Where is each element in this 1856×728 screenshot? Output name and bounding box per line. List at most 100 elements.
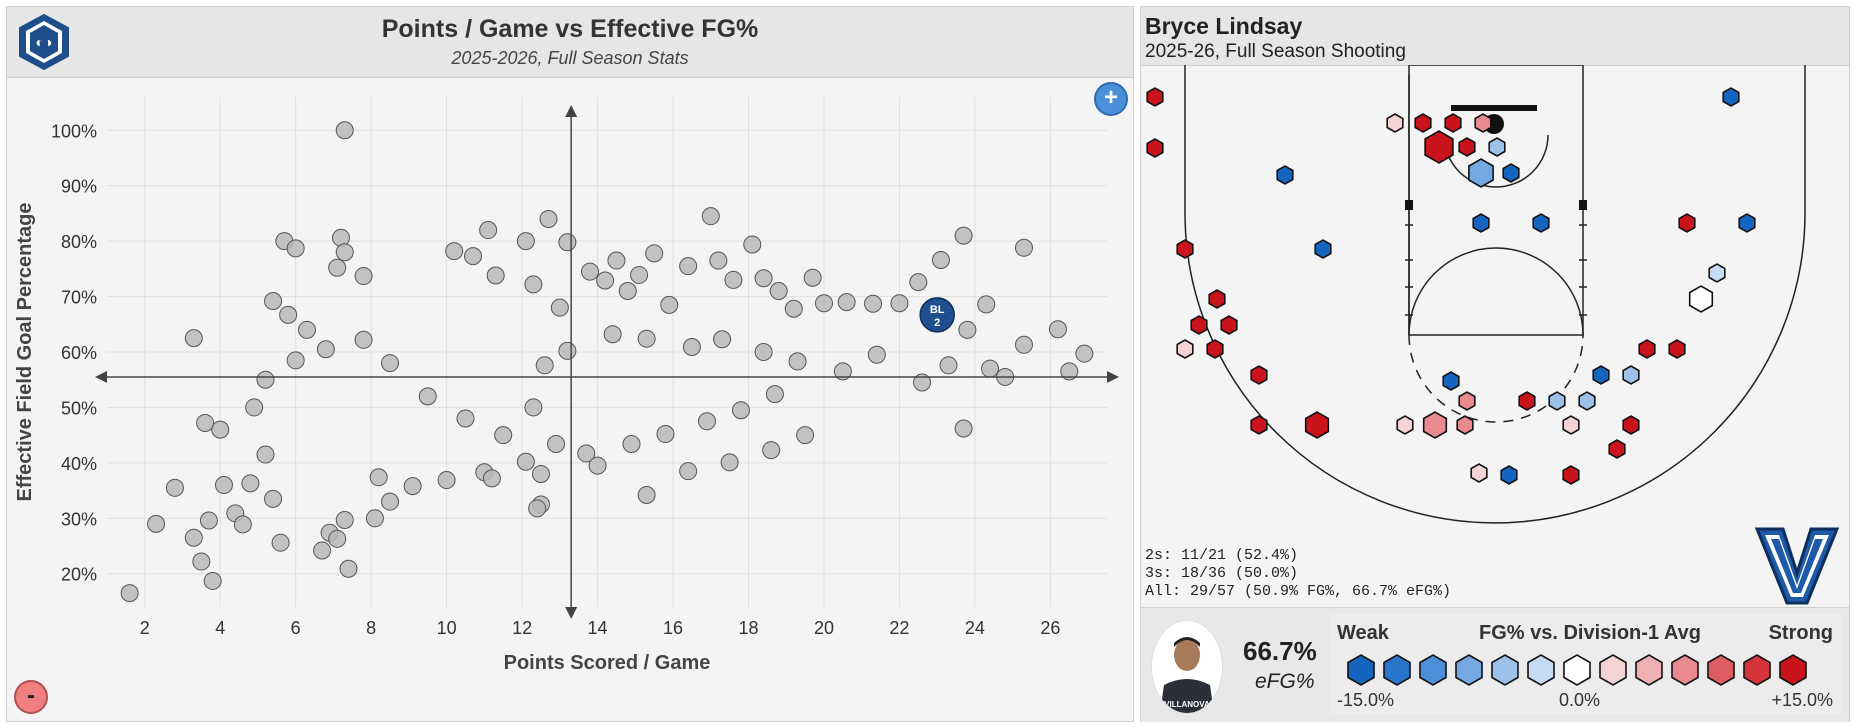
x-tick-label: 12	[512, 618, 532, 638]
scale-hex	[1383, 654, 1411, 686]
data-point	[482, 469, 501, 488]
data-point	[1048, 320, 1067, 339]
data-point	[335, 121, 354, 140]
data-point	[656, 425, 675, 444]
data-point	[784, 299, 803, 318]
data-point	[147, 514, 166, 533]
data-point	[577, 444, 596, 463]
scale-hex	[1707, 654, 1735, 686]
scale-hex	[1671, 654, 1699, 686]
data-point	[981, 359, 1000, 378]
data-point	[630, 265, 649, 284]
data-point	[679, 257, 698, 276]
shot-hex	[1208, 289, 1226, 309]
data-point	[713, 330, 732, 349]
data-point	[365, 509, 384, 528]
team-logo-icon	[1755, 527, 1839, 605]
data-point	[211, 420, 230, 439]
shot-hex	[1608, 439, 1626, 459]
data-point	[754, 343, 773, 361]
scale-hex	[1491, 654, 1519, 686]
x-tick-label: 4	[215, 618, 225, 638]
legend-section: VILLANOVA 66.7% eFG% Weak FG% vs. Divisi…	[1141, 607, 1849, 722]
data-point	[464, 247, 483, 266]
data-point	[867, 345, 886, 364]
data-point	[954, 226, 973, 245]
data-point	[264, 489, 283, 508]
data-point	[803, 268, 822, 287]
data-point	[418, 387, 437, 406]
data-point	[645, 244, 664, 263]
y-tick-label: 100%	[51, 121, 97, 141]
data-point	[607, 251, 626, 270]
data-point	[588, 456, 607, 475]
shot-hex	[1206, 339, 1224, 359]
block-mark	[1579, 200, 1587, 210]
data-point	[245, 398, 264, 417]
scale-hex	[1347, 654, 1375, 686]
x-tick-label: 20	[814, 618, 834, 638]
data-point	[479, 221, 498, 240]
shot-chart-subtitle: 2025-26, Full Season Shooting	[1145, 41, 1406, 62]
x-axis-label: Points Scored / Game	[504, 652, 711, 674]
shot-hex	[1414, 113, 1432, 133]
highlight-label: 2	[934, 317, 940, 329]
data-point	[184, 329, 203, 348]
svg-text:◐◑: ◐◑	[36, 34, 53, 50]
shot-hex	[1502, 163, 1520, 183]
scale-hex	[1419, 654, 1447, 686]
x-tick-label: 18	[738, 618, 758, 638]
y-tick-label: 90%	[61, 177, 97, 197]
plus-icon: +	[1103, 84, 1118, 111]
data-point	[909, 273, 928, 292]
shot-hex	[1176, 339, 1194, 359]
scale-hex	[1563, 654, 1591, 686]
data-point	[679, 462, 698, 481]
shooting-stats: 2s: 11/21 (52.4%) 3s: 18/36 (50.0%) All:…	[1145, 547, 1451, 601]
zoom-out-button[interactable]: -	[14, 680, 48, 714]
data-point	[769, 282, 788, 301]
shot-chart-panel: Bryce Lindsay 2025-26, Full Season Shoot…	[1140, 6, 1850, 722]
data-point	[531, 464, 550, 483]
data-point	[354, 330, 373, 349]
data-point	[796, 426, 815, 445]
data-point	[1014, 335, 1033, 354]
y-tick-label: 50%	[61, 398, 97, 418]
data-point	[977, 295, 996, 314]
data-point	[381, 492, 400, 511]
zoom-in-button[interactable]: +	[1094, 82, 1128, 116]
app-logo-icon: ◐◑	[19, 13, 69, 71]
data-point	[618, 282, 637, 301]
scale-strong-label: Strong	[1768, 622, 1833, 644]
shot-hex	[1444, 113, 1462, 133]
data-point	[913, 373, 932, 392]
shot-hex	[1562, 415, 1580, 435]
data-point	[214, 476, 233, 495]
data-point	[731, 401, 750, 420]
shot-hex	[1472, 213, 1490, 233]
data-point	[762, 441, 781, 460]
y-tick-label: 80%	[61, 232, 97, 252]
player-card: VILLANOVA 66.7% eFG%	[1147, 618, 1327, 718]
data-point	[743, 235, 762, 254]
shot-hex	[1678, 213, 1696, 233]
data-point	[328, 258, 347, 277]
data-point	[581, 262, 600, 281]
shot-hex	[1304, 411, 1330, 439]
shot-hex	[1422, 411, 1448, 439]
data-point	[833, 362, 852, 381]
scale-hex	[1599, 654, 1627, 686]
data-point	[456, 409, 475, 428]
scale-hex	[1527, 654, 1555, 686]
data-point	[524, 275, 543, 294]
data-point	[958, 320, 977, 339]
x-tick-label: 24	[965, 618, 985, 638]
data-point	[203, 571, 222, 590]
shot-hex	[1442, 371, 1460, 391]
data-point	[547, 435, 566, 454]
data-point	[279, 305, 298, 324]
data-point	[931, 250, 950, 269]
data-point	[516, 452, 535, 471]
data-point	[682, 338, 701, 357]
data-point	[558, 341, 577, 360]
